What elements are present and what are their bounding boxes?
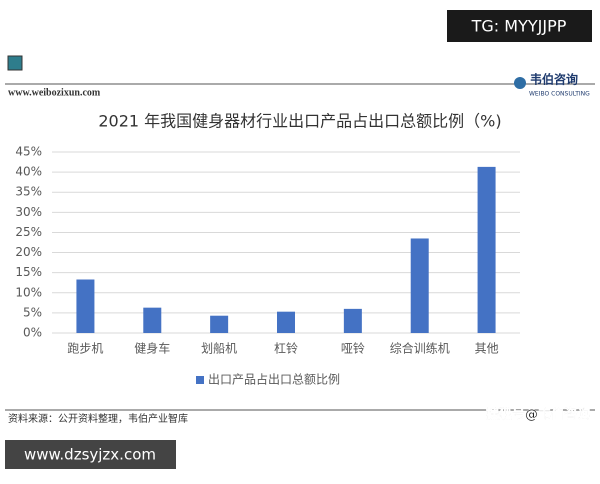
bar	[477, 166, 496, 333]
x-tick-label: 划船机	[201, 342, 237, 356]
bar	[210, 315, 229, 333]
tag-box	[447, 10, 592, 42]
bar	[277, 311, 295, 333]
y-tick-label: 40%	[15, 165, 42, 179]
y-tick-label: 0%	[23, 326, 42, 340]
x-tick-label: 健身车	[134, 341, 170, 356]
tag-text: TG: MYYJJPP	[471, 17, 567, 36]
x-tick-label: 跑步机	[67, 342, 103, 356]
y-tick-label: 10%	[15, 285, 42, 299]
y-tick-label: 15%	[15, 265, 42, 279]
site: www.dzsyjzx.com	[24, 446, 156, 464]
brand: 韦伯咨询	[530, 72, 578, 87]
bar	[143, 307, 162, 333]
legend-label: 出口产品占出口总额比例	[208, 372, 340, 387]
y-tick-label: 20%	[15, 245, 42, 259]
y-tick-label: 35%	[15, 185, 42, 199]
source: 资料来源：公开资料整理，韦伯产业智库	[8, 412, 188, 425]
brand-en: WEIBO CONSULTING	[529, 91, 590, 98]
bar	[410, 238, 429, 333]
y-tick-label: 5%	[23, 305, 42, 319]
y-tick-label: 45%	[15, 145, 42, 159]
bar	[343, 308, 362, 333]
x-tick-label: 其他	[475, 342, 499, 356]
x-tick-label: 杠铃	[274, 341, 298, 356]
logo	[514, 77, 526, 89]
site-box	[5, 440, 176, 469]
website: www.weibozixun.com	[8, 87, 101, 98]
chart-title: 2021 年我国健身器材行业出口产品占出口总额比例（%)	[98, 112, 501, 131]
sohu: 搜狐号@韦伯咨询	[486, 407, 590, 423]
x-tick-label: 综合训练机	[390, 341, 450, 356]
x-tick-label: 哑铃	[341, 341, 365, 356]
bar	[76, 279, 95, 333]
y-tick-label: 30%	[15, 205, 42, 219]
icon	[7, 55, 23, 71]
legend-swatch	[196, 376, 204, 384]
y-tick-label: 25%	[15, 225, 42, 239]
